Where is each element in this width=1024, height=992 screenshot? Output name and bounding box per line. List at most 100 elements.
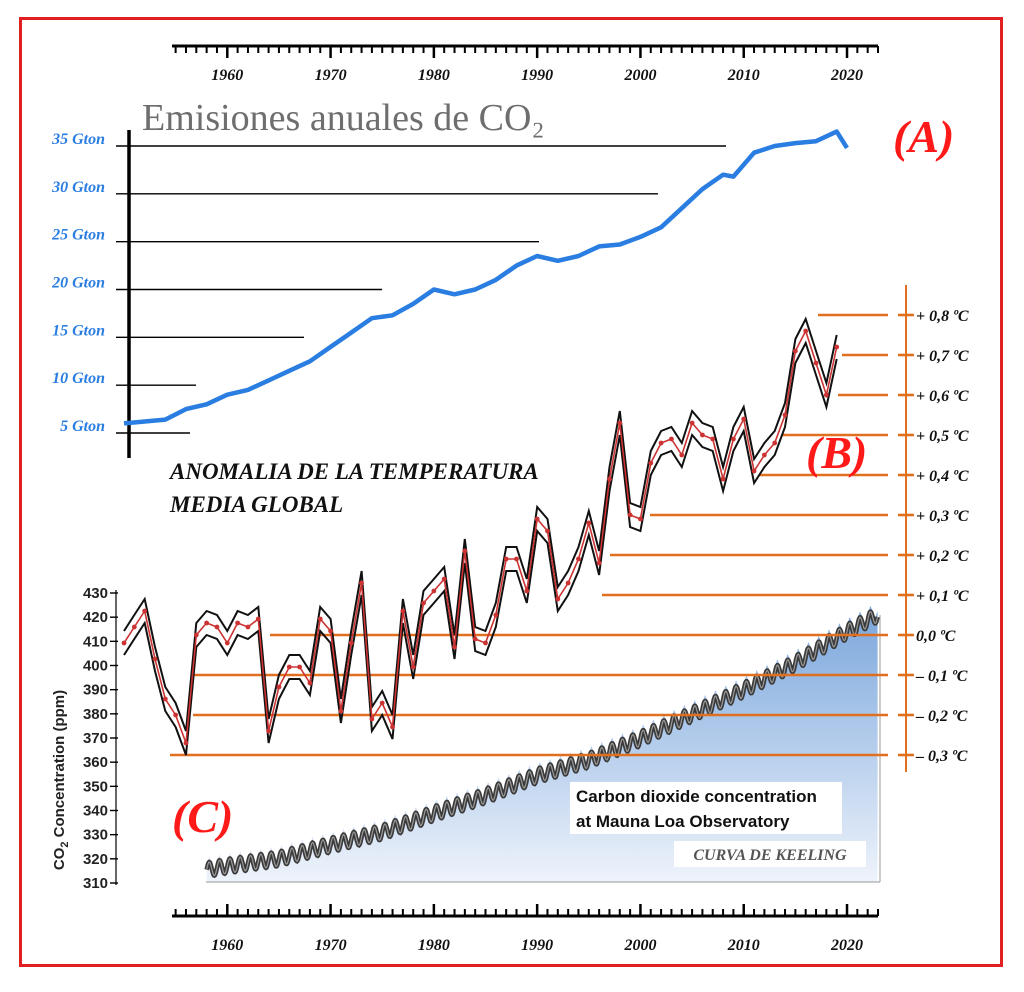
temperature-point xyxy=(555,596,561,602)
temperature-point xyxy=(730,436,736,442)
ppm-tick-label: 420 xyxy=(83,609,108,626)
temperature-point xyxy=(379,700,385,706)
temperature-series-line xyxy=(123,328,838,744)
temperature-tick-label: – 0,1 ºC xyxy=(915,668,968,685)
temperature-point xyxy=(700,432,705,438)
temperature-point xyxy=(224,640,230,646)
emissions-tick-label: 5 Gton xyxy=(60,418,105,435)
ppm-tick-label: 330 xyxy=(83,827,108,844)
year-label: 1980 xyxy=(418,937,450,954)
ppm-tick-label: 410 xyxy=(83,633,108,650)
temperature-point xyxy=(410,664,416,670)
temperature-tick-label: + 0,1 ºC xyxy=(916,588,969,605)
temperature-point xyxy=(638,516,643,522)
temperature-lower-band xyxy=(123,340,838,756)
temperature-point xyxy=(596,560,602,566)
temperature-point xyxy=(193,632,199,638)
temperature-point xyxy=(441,576,447,582)
temperature-point xyxy=(462,548,468,554)
temperature-point xyxy=(782,412,788,418)
temperature-point xyxy=(545,528,550,534)
temperature-title-line2: MEDIA GLOBAL xyxy=(169,492,343,517)
panel-c-keeling: 310320330340350360370380390400410420430 … xyxy=(51,585,881,892)
keeling-area-fill xyxy=(206,605,878,882)
temperature-point xyxy=(741,416,747,422)
temperature-tick-label: + 0,6 ºC xyxy=(916,388,969,405)
ppm-tick-label: 320 xyxy=(83,851,108,868)
ppm-tick-label: 310 xyxy=(83,875,108,892)
panel-label-b: (B) xyxy=(806,427,867,478)
emissions-axis: 5 Gton 10 Gton 15 Gton 20 Gton 25 Gton 30 Gto… xyxy=(51,131,726,435)
ppm-tick-label: 430 xyxy=(83,585,108,602)
temperature-point xyxy=(348,640,354,646)
temperature-tick-label: + 0,7 ºC xyxy=(916,348,969,365)
temperature-point xyxy=(307,680,313,686)
temperature-point xyxy=(493,612,499,618)
temperature-point xyxy=(586,520,592,526)
panel-label-c: (C) xyxy=(172,791,233,842)
temperature-point xyxy=(472,636,478,642)
keeling-curve-highlight xyxy=(206,611,879,877)
ppm-tick-label: 350 xyxy=(83,778,108,795)
temperature-point xyxy=(286,664,292,670)
temperature-point xyxy=(400,608,406,614)
keeling-subtitle-box xyxy=(674,841,866,867)
temperature-points xyxy=(121,328,840,746)
temperature-point xyxy=(359,580,364,586)
year-label: 2020 xyxy=(830,67,863,84)
temperature-title-line1: ANOMALIA DE LA TEMPERATURA xyxy=(168,459,539,484)
temperature-point xyxy=(679,452,685,458)
year-label: 1960 xyxy=(211,937,243,954)
ppm-tick-label: 390 xyxy=(83,682,108,699)
temperature-point xyxy=(266,728,272,734)
temperature-point xyxy=(648,460,654,466)
temperature-point xyxy=(803,328,809,334)
panel-b-temperature: ANOMALIA DE LA TEMPERATURA MEDIA GLOBAL … xyxy=(121,285,969,772)
temperature-tick-label: + 0,3 ºC xyxy=(916,508,969,525)
ppm-tick-label: 360 xyxy=(83,754,108,771)
year-label: 2020 xyxy=(830,937,863,954)
temperature-point xyxy=(152,656,158,662)
temperature-point xyxy=(751,468,757,474)
year-label: 1990 xyxy=(521,67,553,84)
keeling-caption-box xyxy=(570,782,842,834)
temperature-point xyxy=(183,740,189,746)
emissions-tick-label: 10 Gton xyxy=(52,370,105,387)
year-label: 1960 xyxy=(211,67,243,84)
temperature-point xyxy=(297,664,302,670)
figure-frame xyxy=(19,17,1003,967)
temperature-point xyxy=(823,392,829,398)
temperature-tick-label: + 0,8 ºC xyxy=(916,308,969,325)
temperature-point xyxy=(317,616,323,622)
temperature-point xyxy=(235,620,241,626)
year-label: 2010 xyxy=(727,937,760,954)
ppm-tick-label: 400 xyxy=(83,658,108,675)
temperature-point xyxy=(173,712,179,718)
panel-label-a: (A) xyxy=(893,111,954,162)
temperature-tick-label: + 0,2 ºC xyxy=(916,548,969,565)
temperature-point xyxy=(565,580,571,586)
temperature-point xyxy=(431,588,437,594)
temperature-point xyxy=(617,420,623,426)
temperature-point xyxy=(669,436,674,442)
bottom-year-axis: 1960 1970 1980 1990 2000 2010 2020 xyxy=(172,904,879,954)
temperature-point xyxy=(204,620,210,626)
temperature-point xyxy=(390,724,395,730)
temperature-point xyxy=(255,616,261,622)
temperature-point xyxy=(452,644,457,650)
top-year-axis: 1960 1970 1980 1990 2000 2010 2020 xyxy=(172,44,879,84)
temperature-point xyxy=(792,348,798,354)
temperature-tick-label: + 0,5 ºC xyxy=(916,428,969,445)
emissions-series-line xyxy=(123,129,849,426)
temperature-point xyxy=(720,476,726,482)
year-label: 1990 xyxy=(521,937,553,954)
temperature-point xyxy=(214,624,220,630)
temperature-upper-band xyxy=(123,316,838,732)
year-label: 1980 xyxy=(418,67,450,84)
temperature-point xyxy=(276,684,282,690)
ppm-tick-label: 380 xyxy=(83,706,108,723)
temperature-point xyxy=(328,628,333,634)
temperature-tick-label: – 0,2 ºC xyxy=(915,708,968,725)
temperature-point xyxy=(607,476,612,482)
